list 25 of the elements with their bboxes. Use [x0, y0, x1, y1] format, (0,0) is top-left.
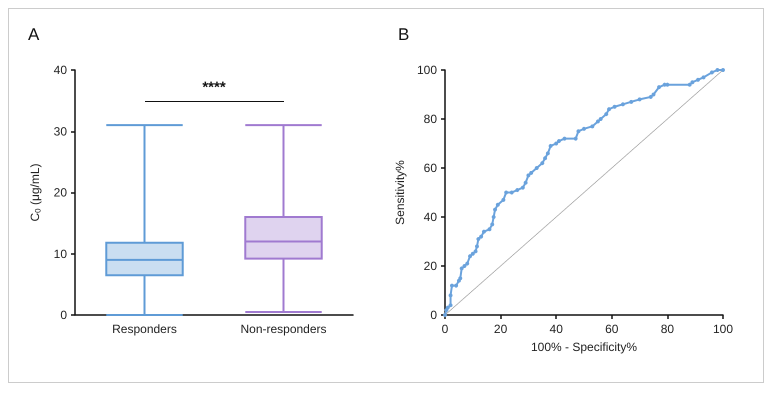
y-tick-label: 0: [430, 308, 438, 322]
chart-title: A: [28, 25, 40, 44]
y-tick-label: 60: [424, 161, 438, 175]
x-tick-label: 100: [712, 322, 734, 336]
y-tick-label: 10: [54, 246, 68, 261]
y-tick-label: 0: [60, 308, 68, 322]
y-tick-label: 20: [54, 186, 68, 200]
y-tick-label: 40: [54, 63, 68, 77]
chart-title: B: [398, 25, 410, 44]
annotation: ****: [201, 78, 227, 96]
y-tick-label: 100: [416, 63, 438, 77]
x-tick-label: 80: [660, 322, 674, 336]
y-tick-label: 20: [424, 259, 438, 273]
x-tick-label: 60: [605, 322, 619, 336]
x-tick-label: 20: [494, 322, 508, 336]
y-axis-title: C0 (μg/mL): [28, 163, 42, 222]
y-axis-title: Sensitivity%: [393, 160, 408, 225]
y-tick-label: 80: [424, 112, 438, 126]
x-tick-label: Non-responders: [240, 322, 327, 336]
x-axis-title: 100% - Specificity%: [530, 340, 638, 354]
y-tick-label: 40: [424, 210, 438, 224]
x-tick-label: 40: [550, 322, 564, 336]
x-tick-label: Responders: [112, 322, 177, 336]
y-tick-label: 30: [54, 124, 68, 138]
x-tick-label: 0: [442, 322, 449, 336]
